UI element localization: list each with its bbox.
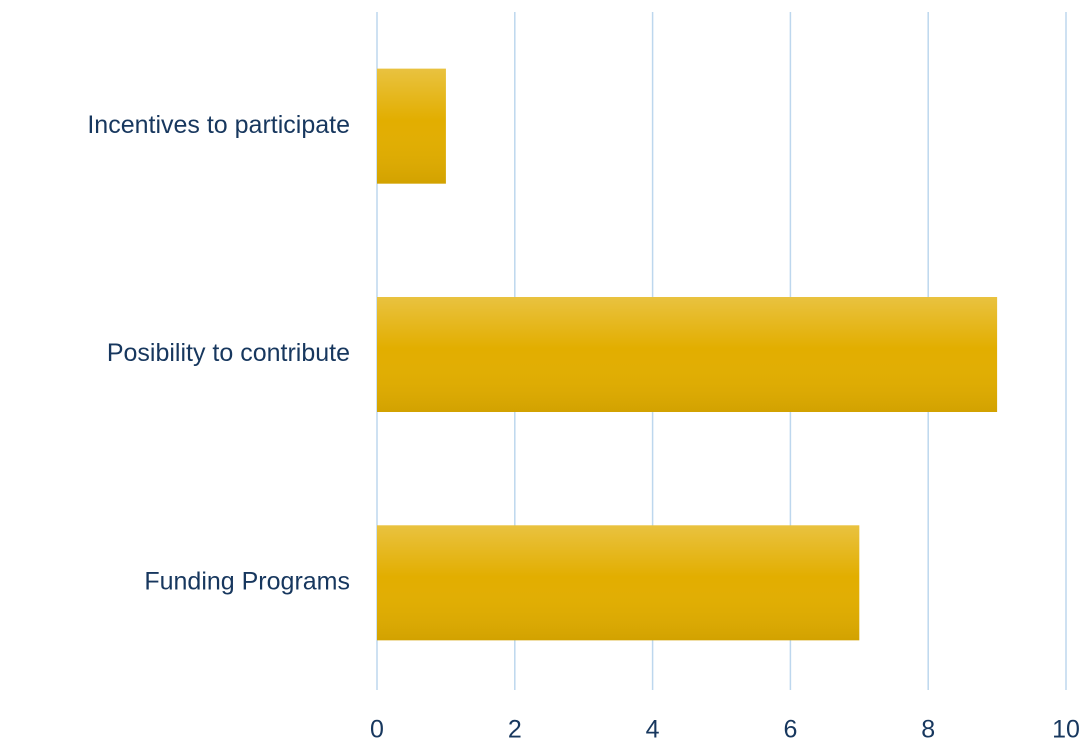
bar	[377, 297, 998, 412]
x-tick-label: 2	[508, 716, 522, 744]
y-tick-label: Posibility to contribute	[107, 339, 350, 367]
x-tick-label: 4	[646, 716, 660, 744]
x-tick-label: 0	[370, 716, 384, 744]
x-tick-label: 10	[1052, 716, 1080, 744]
bar	[377, 68, 446, 184]
y-tick-label: Incentives to participate	[87, 111, 350, 139]
x-tick-label: 8	[921, 716, 935, 744]
y-tick-label: Funding Programs	[144, 567, 350, 595]
bar	[377, 525, 860, 641]
x-tick-label: 6	[783, 716, 797, 744]
